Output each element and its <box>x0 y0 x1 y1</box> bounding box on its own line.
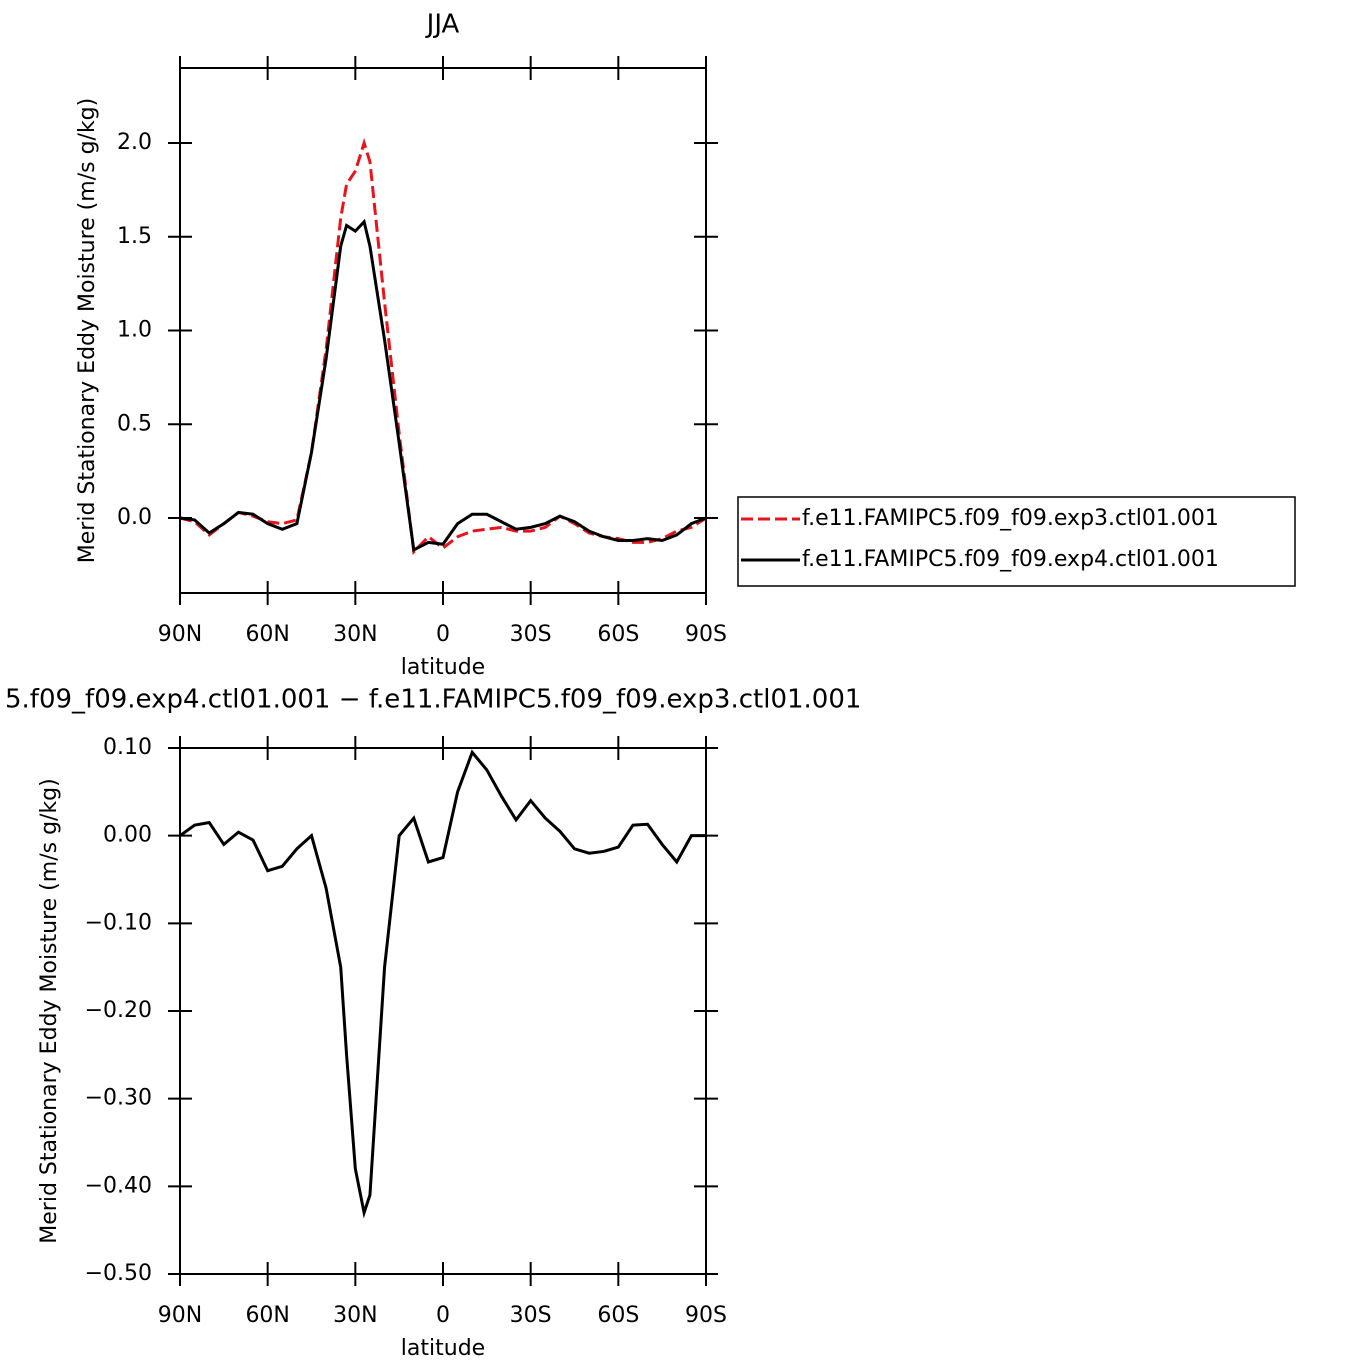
x-tick-label: 0 <box>436 1303 450 1328</box>
y-tick-label: −0.20 <box>85 998 152 1023</box>
y-tick-label: 2.0 <box>117 130 152 155</box>
y-tick-label: 1.5 <box>117 224 152 249</box>
y-tick-label: −0.50 <box>85 1261 152 1286</box>
y-tick-label: −0.10 <box>85 910 152 935</box>
data-line <box>179 137 707 556</box>
y-tick-label: 0.10 <box>103 735 152 760</box>
x-tick-label: 60S <box>597 1303 639 1328</box>
legend-label: f.e11.FAMIPC5.f09_f09.exp3.ctl01.001 <box>802 506 1219 531</box>
x-tick-label: 0 <box>436 622 450 647</box>
x-tick-label: 30S <box>510 622 552 647</box>
y-tick-label: −0.40 <box>85 1173 152 1198</box>
x-tick-label: 90S <box>685 622 727 647</box>
x-axis-label: latitude <box>401 655 485 680</box>
x-tick-label: 30N <box>333 622 377 647</box>
y-axis-label: Merid Stationary Eddy Moisture (m/s g/kg… <box>75 98 100 563</box>
data-line <box>179 218 707 553</box>
x-tick-label: 60N <box>245 1303 289 1328</box>
y-tick-label: 0.00 <box>103 823 152 848</box>
plot-frame <box>179 67 707 594</box>
y-tick-label: 0.0 <box>117 505 152 530</box>
y-tick-label: −0.30 <box>85 1086 152 1111</box>
legend-label: f.e11.FAMIPC5.f09_f09.exp4.ctl01.001 <box>802 547 1219 572</box>
plot-frame <box>179 747 707 1275</box>
chart-title: JJA <box>425 10 460 40</box>
legend-box <box>737 496 1296 587</box>
chart-title: 5.f09_f09.exp4.ctl01.001 − f.e11.FAMIPC5… <box>5 685 861 715</box>
y-tick-label: 1.0 <box>117 318 152 343</box>
x-axis-label: latitude <box>401 1336 485 1361</box>
y-tick-label: 0.5 <box>117 411 152 436</box>
x-tick-label: 60N <box>245 622 289 647</box>
x-tick-label: 90N <box>158 1303 202 1328</box>
x-tick-label: 90S <box>685 1303 727 1328</box>
data-line <box>179 749 706 1219</box>
y-axis-label: Merid Stationary Eddy Moisture (m/s g/kg… <box>37 778 62 1243</box>
x-tick-label: 30N <box>333 1303 377 1328</box>
x-tick-label: 30S <box>510 1303 552 1328</box>
x-tick-label: 90N <box>158 622 202 647</box>
x-tick-label: 60S <box>597 622 639 647</box>
